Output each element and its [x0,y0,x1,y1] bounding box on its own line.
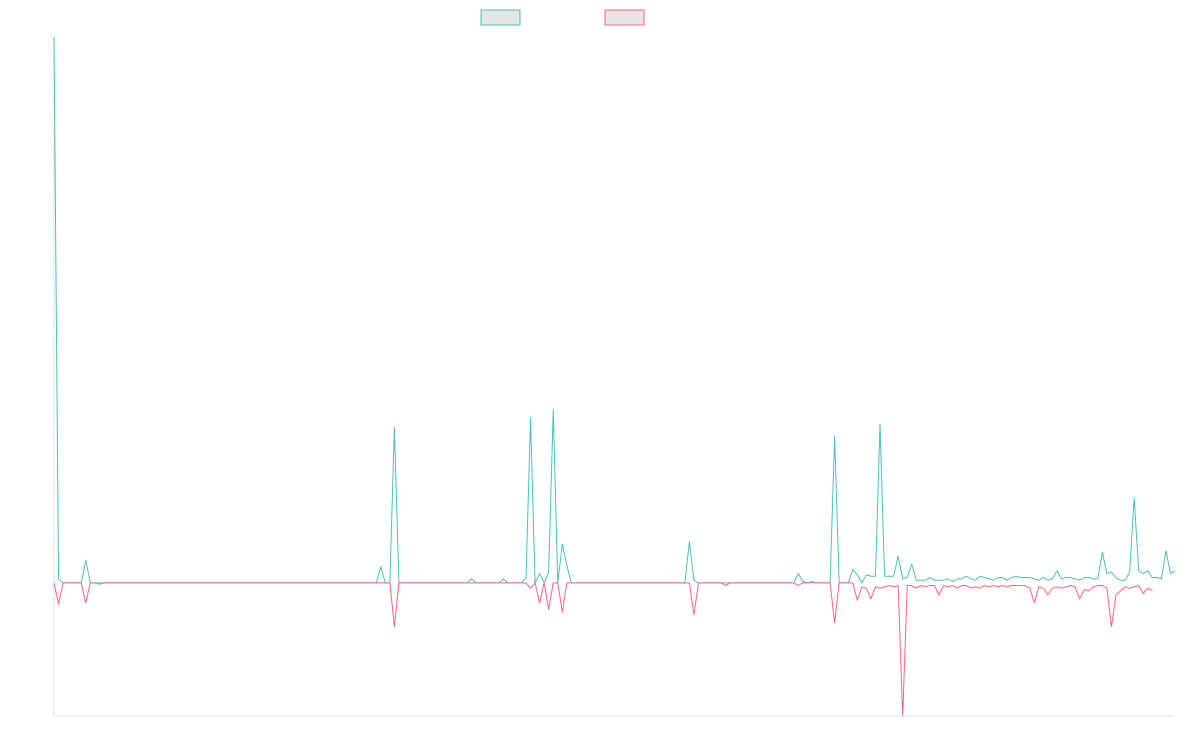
series-line-2 [53,582,1153,717]
legend-swatch-2[interactable] [604,9,645,26]
series-line-1 [53,36,1176,584]
legend [480,9,645,26]
legend-swatch-1[interactable] [480,9,521,26]
series-layer [53,36,1176,717]
